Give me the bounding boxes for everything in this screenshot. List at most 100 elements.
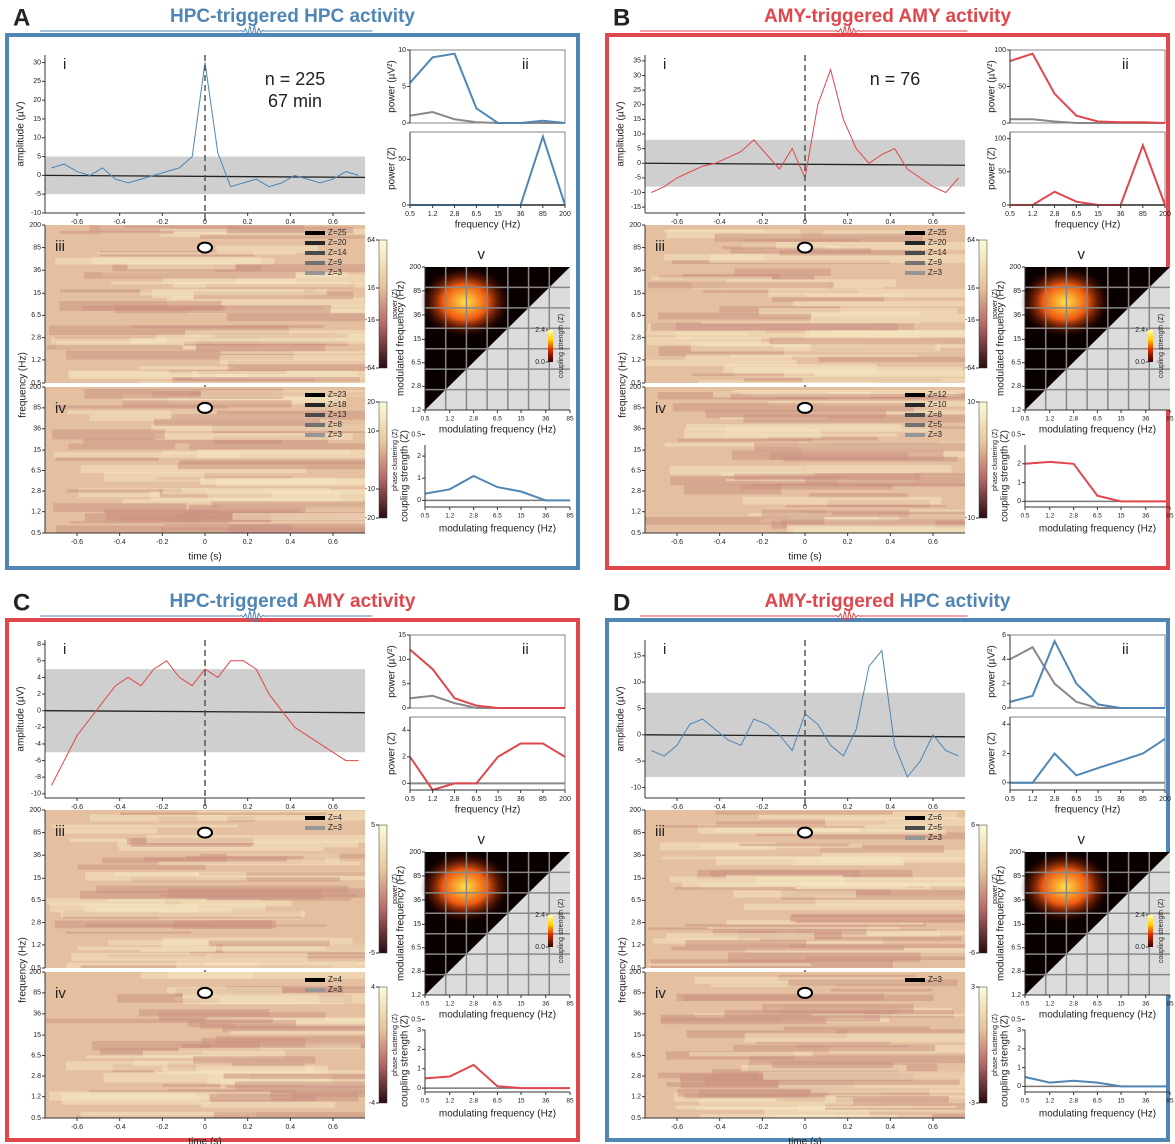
heatmap-texture xyxy=(725,874,843,880)
heatmap-texture xyxy=(755,877,965,886)
y-tick-label: 0.5 xyxy=(631,380,641,387)
heatmap-texture xyxy=(657,312,812,320)
axis-label: time (s) xyxy=(788,1137,821,1144)
heatmap-texture xyxy=(153,418,321,426)
legend-label: Z=3 xyxy=(328,430,343,439)
coupling-trace xyxy=(424,474,570,502)
x-tick-label: 0.2 xyxy=(843,1124,853,1131)
heatmap-texture xyxy=(142,1050,286,1059)
y-tick-label: 0 xyxy=(417,497,421,504)
heatmap-texture xyxy=(791,930,965,936)
heatmap-texture xyxy=(820,1105,957,1108)
axis-label: modulating frequency (Hz) xyxy=(439,425,556,436)
y-tick-label: 10 xyxy=(398,656,406,663)
heatmap-texture xyxy=(222,1026,365,1032)
x-tick-label: 0 xyxy=(203,1124,207,1131)
heatmap-texture xyxy=(53,503,187,512)
x-tick-label: 200 xyxy=(1159,796,1171,803)
x-tick-label: -0.6 xyxy=(71,1124,83,1131)
heatmap-texture xyxy=(785,505,946,508)
heatmap-texture xyxy=(672,403,914,412)
heatmap-texture xyxy=(119,812,327,815)
y-tick-label: 0.5 xyxy=(31,1115,41,1122)
x-tick-label: 2.8 xyxy=(469,513,478,520)
sublabel: v xyxy=(1078,246,1086,263)
x-tick-label: 36 xyxy=(1142,1098,1150,1105)
heatmap-texture xyxy=(651,323,898,331)
panel-title: AMY-triggered AMY activity xyxy=(764,6,1012,27)
y-tick-label: 15 xyxy=(1013,921,1021,928)
heatmap-texture xyxy=(140,289,327,296)
heatmap-texture xyxy=(664,254,765,261)
y-tick-label: 15 xyxy=(633,447,641,454)
x-tick-label: 6.5 xyxy=(493,513,502,520)
x-tick-label: -0.2 xyxy=(756,1124,768,1131)
axis-label: phase clustering (Z) xyxy=(392,429,399,491)
colorbar-tick-label: 2.4 xyxy=(535,912,545,919)
heatmap-texture xyxy=(763,1071,965,1080)
heatmap-texture xyxy=(780,890,965,900)
heatmap-texture xyxy=(822,849,965,860)
heatmap-texture xyxy=(699,1097,854,1105)
heatmap-texture xyxy=(685,354,793,360)
legend-label: Z=20 xyxy=(328,238,347,247)
heatmap-texture xyxy=(691,373,815,377)
x-tick-label: 2.8 xyxy=(1069,513,1078,520)
y-tick-label: 2 xyxy=(37,691,41,698)
heatmap-texture xyxy=(781,519,965,527)
heatmap-texture xyxy=(171,410,365,420)
x-tick-label: 85 xyxy=(1166,1001,1174,1008)
heatmap-texture xyxy=(66,350,294,360)
contour-blob xyxy=(797,241,813,254)
y-tick-label: 0 xyxy=(1017,498,1021,505)
x-tick-label: 0.2 xyxy=(243,539,253,546)
x-tick-label: 2.8 xyxy=(469,416,478,423)
heatmap-texture xyxy=(789,944,965,948)
heatmap-texture xyxy=(646,336,762,346)
y-tick-label: 6.5 xyxy=(31,897,41,904)
y-tick-label: 50 xyxy=(998,83,1006,90)
heatmap-texture xyxy=(771,295,885,303)
spectrum xyxy=(409,648,565,709)
y-tick-label: 2 xyxy=(1002,681,1006,688)
sublabel: v xyxy=(478,246,486,263)
heatmap-texture xyxy=(200,234,365,239)
x-tick-label: 0.2 xyxy=(843,219,853,226)
x-tick-label: -0.4 xyxy=(114,804,126,811)
heatmap-texture xyxy=(836,1029,965,1034)
legend-label: Z=9 xyxy=(928,258,943,267)
heatmap-texture xyxy=(162,277,297,284)
y-tick-label: 36 xyxy=(413,897,421,904)
y-tick-label: 15 xyxy=(633,290,641,297)
y-tick-label: 200 xyxy=(29,969,41,976)
heatmap-texture xyxy=(166,297,365,307)
spectrum xyxy=(1010,142,1166,206)
y-tick-label: 0 xyxy=(417,1085,421,1092)
contour-blob xyxy=(797,826,813,839)
y-tick-label: 1.2 xyxy=(1011,407,1021,414)
y-tick-label: 0 xyxy=(1017,1083,1021,1090)
y-tick-label: 15 xyxy=(33,875,41,882)
gray-spectrum xyxy=(409,110,565,124)
heatmap-texture xyxy=(138,381,365,383)
heatmap-texture xyxy=(669,465,804,475)
y-tick-label: 25 xyxy=(33,78,41,85)
heatmap-texture xyxy=(709,254,965,263)
panel-frame xyxy=(5,33,580,570)
x-tick-label: 0 xyxy=(203,219,207,226)
heatmap-texture xyxy=(787,514,900,522)
heatmap-texture xyxy=(56,340,197,350)
axis-label: frequency (Hz) xyxy=(455,220,521,231)
axis-label: coupling strength (Z) xyxy=(1000,1015,1011,1107)
colorbar-tick-label: 16 xyxy=(967,285,975,292)
heatmap-texture xyxy=(756,1041,891,1045)
x-tick-label: -0.6 xyxy=(671,1124,683,1131)
colorbar xyxy=(1148,330,1153,362)
x-tick-label: 2.8 xyxy=(1050,796,1060,803)
x-tick-label: 15 xyxy=(517,513,525,520)
x-tick-label: -0.4 xyxy=(114,1124,126,1131)
x-tick-label: 0.5 xyxy=(1005,796,1015,803)
x-tick-label: 0.6 xyxy=(328,219,338,226)
heatmap-texture xyxy=(189,443,365,450)
y-tick-label: 4 xyxy=(37,674,41,681)
